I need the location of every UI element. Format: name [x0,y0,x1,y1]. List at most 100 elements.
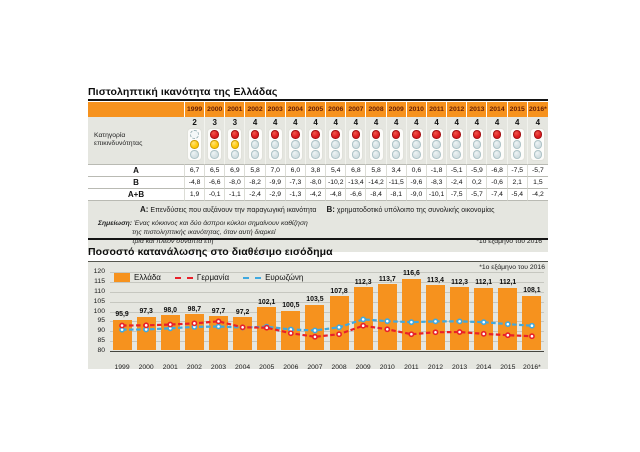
data-point-marker-icon [312,327,318,334]
table-cell: -13,4 [346,175,367,188]
grey-light-icon [311,140,320,149]
table-cell: -10,2 [326,175,347,188]
table-cell: -7,5 [507,163,528,176]
credit-rating-table: 1999 2000 2001 2002 2003 2004 2005 2006 2007 2008… [88,102,548,253]
data-point-marker-icon [529,333,535,340]
table-cell: 5,8 [245,163,266,176]
panel2-title: Ποσοστό κατανάλωσης στο διαθέσιμο εισόδη… [88,246,333,258]
x-tick-label: 1999 [114,364,130,371]
gridline [110,321,544,323]
table-cell: -5,1 [447,163,468,176]
y-tick-label: 95 [97,317,105,325]
data-point-marker-icon [504,321,511,328]
y-tick-label: 105 [93,297,105,305]
red-light-icon [311,130,320,139]
data-point-marker-icon [432,318,439,325]
y-tick-label: 110 [94,287,105,295]
red-light-icon [270,130,280,139]
table-cell: -1,8 [426,163,448,176]
data-point-marker-icon [167,321,174,328]
table-cell: -5,4 [507,187,528,201]
data-point-marker-icon [529,322,535,329]
red-light-icon [331,130,340,139]
data-point-marker-icon [408,319,415,326]
bar-value-label: 97,7 [211,307,226,315]
red-light-icon [412,130,421,139]
x-tick-label: 2001 [162,364,178,371]
risk-number: 4 [333,118,338,127]
traffic-light-pill [449,128,465,161]
grey-light-icon [432,150,441,159]
x-tick-label: 2003 [210,364,227,371]
traffic-light-pill [267,128,283,161]
line-series-svg [119,316,535,340]
year-header-2010: 2010 [406,102,427,117]
table-row-Α: Α 6,7 6,5 6,9 5,8 7,0 6,0 3,8 5,4 6,8 5,8 3,4 0,6 -1,… [88,163,548,176]
table-cell: 2,1 [507,175,528,188]
year-header-spacer [88,102,185,117]
traffic-light-pill [509,128,525,161]
data-point-marker-icon [480,319,487,326]
x-tick-label: 2009 [355,364,371,371]
table-cell: 6,9 [225,163,246,176]
traffic-light-2016: 4 [528,117,548,164]
panel1-title: Πιστοληπτική ικανότητα της Ελλάδας [88,86,278,98]
traffic-light-2002: 4 [245,117,266,164]
risk-number: 3 [232,118,238,127]
risk-number: 4 [414,118,419,127]
traffic-light-2007: 4 [346,117,367,164]
red-light-icon [250,130,260,139]
traffic-light-2004: 4 [286,117,306,164]
table-cell: -2,9 [265,187,286,201]
table-cell: -2,4 [245,187,266,201]
year-header-2014: 2014 [487,102,508,117]
grey-light-icon [230,150,240,159]
table-cell: -0,6 [487,175,508,188]
year-header-2008: 2008 [366,102,387,117]
risk-number: 4 [535,118,541,127]
traffic-light-2003: 4 [266,117,286,164]
traffic-light-2006: 4 [326,117,347,164]
legend-item-germany: Γερμανία [174,273,229,282]
y-tick-label: 80 [97,347,105,354]
year-header-2016: 2016* [527,102,548,117]
gridline [110,331,544,333]
x-axis-line [110,351,544,352]
traffic-light-pill [187,128,203,161]
table-year-header: 1999 2000 2001 2002 2003 2004 2005 2006 2007 2008… [88,102,548,117]
row-label: Β [88,175,185,188]
panel1-footnote: *1ο εξάμηνο του 2016 [476,237,542,245]
table-cell: 7,0 [265,163,286,176]
risk-number: 4 [454,118,459,127]
data-point-marker-icon [384,326,391,333]
table-cell: -8,4 [366,187,387,201]
data-point-marker-icon [143,322,150,329]
gridline [110,311,544,313]
table-note: Σημείωση: Ένας κόκκινος και δύο άσπροι κ… [88,216,548,253]
germany-line [122,320,532,338]
grey-light-icon [492,150,502,159]
note-line-1: Σημείωση: Ένας κόκκινος και δύο άσπροι κ… [98,219,308,227]
risk-number: 4 [252,118,258,127]
grey-light-icon [250,140,260,149]
table-cell: -2,4 [447,175,468,188]
data-point-marker-icon [215,323,222,330]
y-tick-label: 120 [93,268,105,275]
table-cell: -6,6 [205,175,226,188]
bar-value-label: 112,3 [354,278,372,286]
table-cell: -9,6 [406,175,427,188]
traffic-light-2001: 3 [225,117,246,164]
gridline [110,272,544,273]
x-tick-label: 2013 [452,364,468,371]
legend-a: Α: Επενδύσεις που αυξάνουν την παραγωγικ… [140,204,317,214]
grey-light-icon [412,140,421,149]
bar-value-label: 113,4 [427,276,444,284]
table-row-Β: Β -4,8 -6,6 -8,0 -8,2 -9,9 -7,3 -8,0 -10,2 -13,4-… [88,175,548,188]
bar-value-label: 97,2 [235,308,250,316]
gridline [110,281,544,283]
data-point-marker-icon [360,316,367,323]
table-cell: -9,9 [265,175,286,188]
traffic-light-1999: 2 [185,117,206,164]
table-cell: -5,9 [467,163,488,176]
risk-category-row: Κατηγορία επικινδυνότητας 2 3 3 4 4 4 4 4 4 4 4 4 4 4 4… [88,117,548,164]
